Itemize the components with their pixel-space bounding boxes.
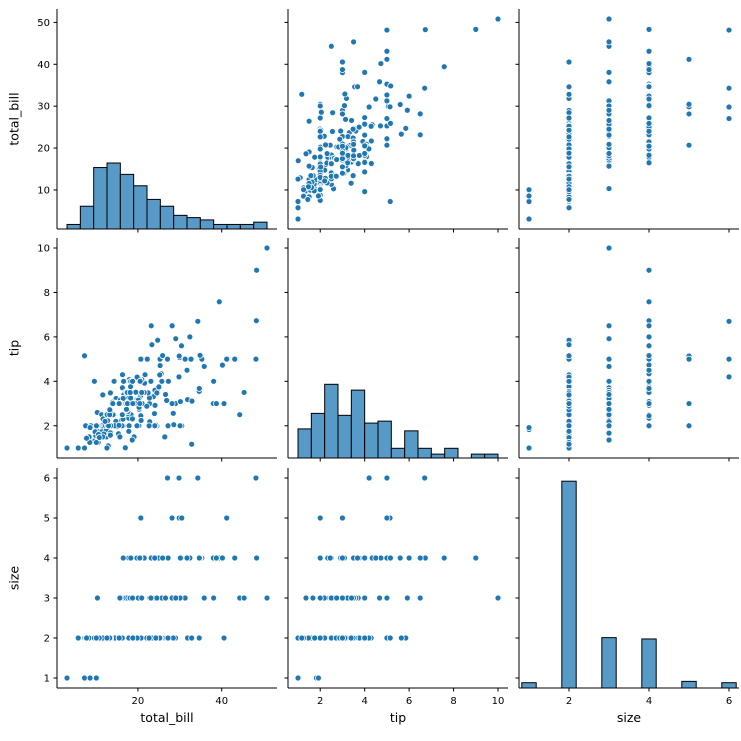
y-tick-label: 10 [37,244,50,255]
x-tick-label: 6 [726,696,732,707]
y-tick-label: 4 [44,377,50,388]
y-tick-label: 40 [37,60,50,71]
y-axis-label-total-bill: total_bill [6,92,22,146]
y-tick-label: 6 [44,474,50,485]
x-tick-label: 4 [646,696,652,707]
panel-size-vs-size-hist: 2 4 6 [515,468,739,707]
y-tick-label: 5 [44,514,50,525]
y-tick-label: 10 [37,185,50,196]
x-axis-label-tip: tip [389,710,407,725]
y-axis-label-tip: tip [6,339,22,357]
panel-size-vs-tip-scatter: 2 4 6 8 10 [284,468,508,707]
panel-tip-vs-size-scatter [515,238,739,462]
panel-total_bill-vs-size-scatter [515,9,739,233]
y-tick-label: 3 [44,594,50,605]
y-tick-label: 8 [44,288,50,299]
x-tick-label: 20 [132,696,145,707]
y-tick-label: 30 [37,102,50,113]
y-tick-label: 2 [44,634,50,645]
x-axis-label-total-bill: total_bill [140,710,194,725]
x-tick-label: 4 [361,696,367,707]
panel-total_bill-vs-total_bill-hist: 10 20 30 40 50 [37,9,277,233]
x-tick-label: 2 [317,696,323,707]
x-tick-label: 40 [215,696,228,707]
x-tick-label: 2 [566,696,572,707]
panel-tip-vs-tip-hist [284,238,508,462]
y-tick-label: 50 [37,18,50,29]
x-axis-label-size: size [616,710,642,725]
y-axis-label-size: size [6,565,22,591]
panel-size-vs-total_bill-scatter: 20 40 1 2 3 4 5 6 [44,468,277,707]
y-tick-label: 2 [44,421,50,432]
panel-tip-vs-total_bill-scatter: 2 4 6 8 10 [37,238,277,462]
y-tick-label: 6 [44,332,50,343]
panel-total_bill-vs-tip-scatter [284,9,508,233]
y-tick-label: 1 [44,674,50,685]
x-tick-label: 8 [450,696,456,707]
x-tick-label: 6 [406,696,412,707]
y-tick-label: 4 [44,554,50,565]
x-tick-label: 10 [492,696,505,707]
y-tick-label: 20 [37,144,50,155]
